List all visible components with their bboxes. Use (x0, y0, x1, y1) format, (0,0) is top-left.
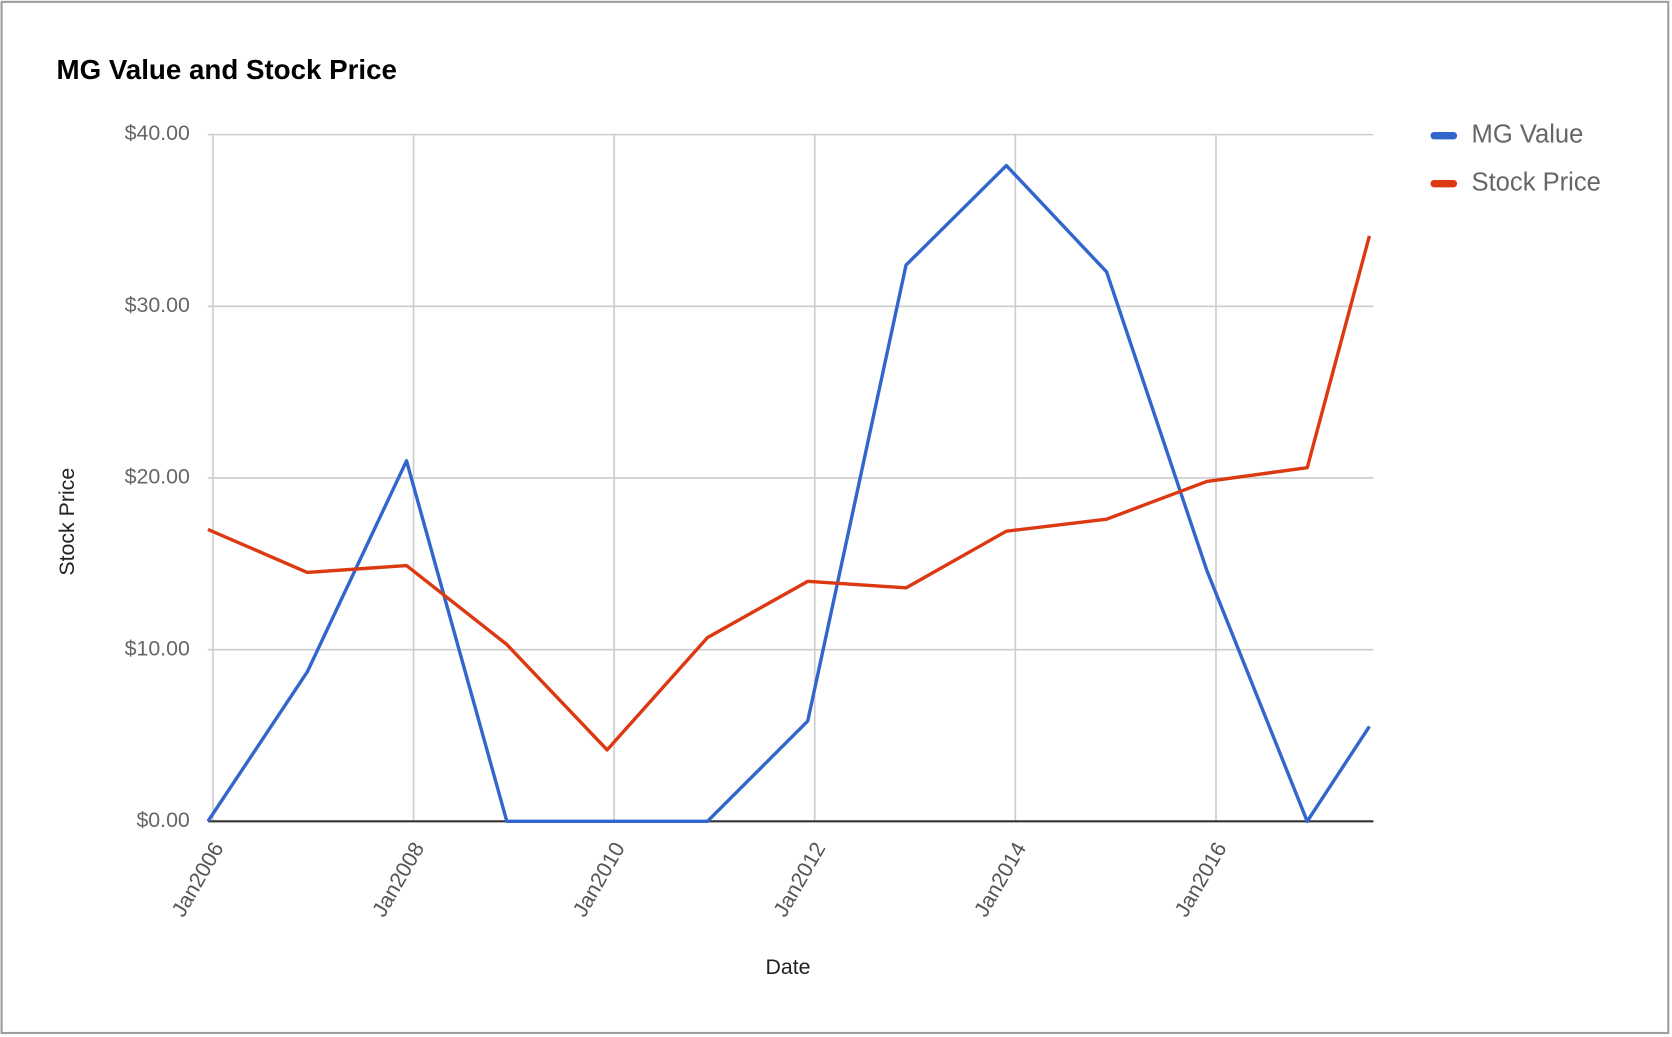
y-axis-label: Stock Price (55, 468, 79, 576)
legend-label: MG Value (1472, 120, 1584, 148)
y-tick-label: $0.00 (136, 808, 189, 832)
series-line (207, 235, 1372, 752)
y-tick-label: $30.00 (125, 293, 190, 317)
legend-label: Stock Price (1472, 168, 1601, 196)
chart-title: MG Value and Stock Price (57, 54, 397, 85)
y-tick-label: $20.00 (125, 465, 190, 489)
y-tick-label: $10.00 (125, 636, 190, 660)
x-axis-label: Date (765, 955, 810, 979)
series-line (206, 163, 1371, 824)
y-tick-label: $40.00 (125, 121, 190, 145)
